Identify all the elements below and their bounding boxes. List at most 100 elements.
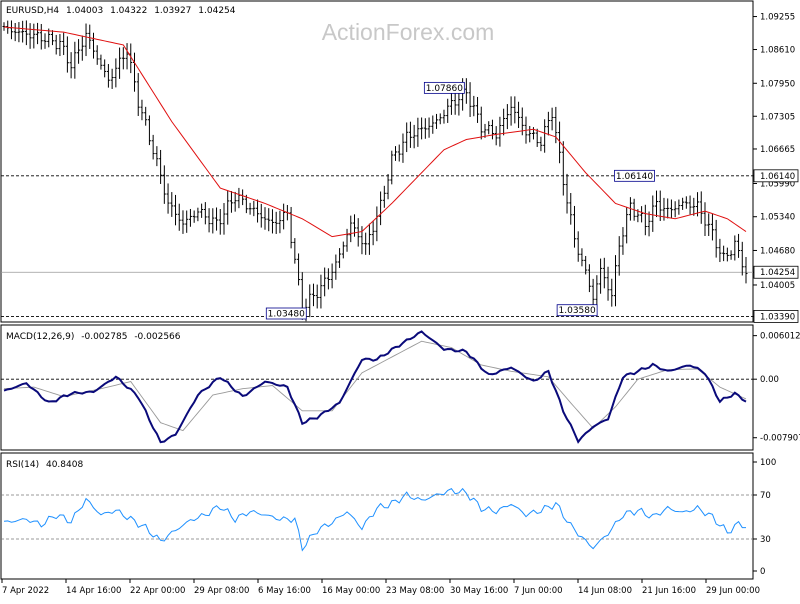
price-bar	[147, 115, 151, 146]
macd-header: MACD(12,26,9) -0.002785 -0.002566	[6, 332, 181, 342]
annotation-label-0: 1.07860	[426, 84, 463, 94]
watermark: ActionForex.com	[322, 19, 495, 45]
price-bar	[703, 202, 707, 236]
price-tick-6: 1.05340	[760, 213, 795, 223]
price-bar	[405, 122, 409, 153]
price-bar	[140, 99, 144, 121]
price-bar	[28, 23, 32, 49]
price-bar	[423, 118, 427, 139]
x-label-2: 22 Apr 00:00	[130, 586, 185, 596]
price-bar	[13, 23, 17, 42]
price-bar	[595, 275, 599, 309]
price-bar	[330, 263, 334, 289]
price-bar	[494, 126, 498, 146]
price-bar	[666, 198, 670, 219]
price-bar	[591, 278, 595, 307]
price-bar	[259, 203, 263, 228]
price-bar	[106, 64, 110, 88]
price-bar	[655, 190, 659, 218]
rsi-panel-frame	[0, 452, 754, 580]
price-tick-4: 1.06665	[760, 145, 795, 155]
price-bar	[725, 247, 729, 262]
price-bar	[121, 47, 125, 70]
price-bar	[699, 191, 703, 224]
price-bar	[103, 59, 107, 78]
price-bar	[587, 264, 591, 293]
price-bar	[188, 208, 192, 227]
rsi-value: 40.8408	[46, 460, 83, 470]
price-bar	[367, 223, 371, 255]
rsi-tick-2: 30	[760, 535, 771, 545]
x-label-7: 30 May 16:00	[450, 586, 508, 596]
price-tick-0: 1.09255	[760, 13, 795, 23]
price-bar	[692, 197, 696, 216]
annotation-label-2: 1.06140	[616, 172, 653, 182]
x-label-5: 16 May 00:00	[322, 586, 380, 596]
price-bar	[517, 101, 521, 129]
price-bar	[718, 238, 722, 263]
price-bar	[490, 119, 494, 140]
rsi-line	[3, 487, 747, 552]
price-bar	[65, 36, 69, 73]
price-bar	[338, 248, 342, 268]
price-tick-1: 1.08610	[760, 46, 795, 56]
price-bar	[696, 192, 700, 217]
annotation-box-1	[265, 307, 307, 320]
price-bar	[360, 226, 364, 255]
price-bar	[431, 115, 435, 134]
macd-signal-line	[3, 340, 747, 432]
price-bar	[244, 194, 248, 214]
price-bar	[572, 205, 576, 248]
price-bar	[69, 52, 73, 79]
price-bar	[483, 123, 487, 138]
price-bar	[222, 203, 226, 235]
price-bar	[476, 96, 480, 123]
price-bar	[569, 193, 573, 225]
macd-tick-1: 0.00	[760, 375, 779, 385]
price-bar	[420, 117, 424, 140]
price-bar	[539, 136, 543, 152]
price-bar	[341, 241, 345, 259]
x-label-3: 29 Apr 08:00	[194, 586, 249, 596]
price-bar	[442, 109, 446, 124]
price-tick-5: 1.05990	[760, 179, 795, 189]
price-header: EURUSD,H4 1.04003 1.04322 1.03927 1.0425…	[6, 6, 236, 16]
price-bar	[32, 23, 36, 49]
price-bar	[24, 20, 28, 46]
price-bar	[379, 191, 383, 226]
price-bar	[308, 284, 312, 318]
macd-panel-frame	[0, 324, 754, 451]
price-bar	[181, 210, 185, 234]
x-label-8: 7 Jun 00:00	[514, 586, 563, 596]
price-bar	[688, 195, 692, 215]
price-bar	[278, 210, 282, 234]
price-bar	[643, 204, 647, 236]
price-bar	[323, 267, 327, 297]
price-bar	[289, 206, 293, 249]
moving-average-line	[3, 26, 747, 238]
price-bar	[84, 23, 88, 57]
macd-name: MACD(12,26,9)	[6, 332, 74, 342]
price-bar	[565, 173, 569, 214]
price-bar	[401, 133, 405, 163]
price-bar	[449, 91, 453, 115]
price-bar	[546, 111, 550, 136]
price-bar	[558, 121, 562, 164]
price-bar	[162, 165, 166, 204]
price-bar	[36, 22, 40, 45]
price-bar	[464, 78, 468, 104]
price-bar	[136, 73, 140, 116]
price-tick-8: 1.04005	[760, 281, 795, 291]
price-level-label-0: 1.06140	[760, 172, 795, 182]
price-bar	[77, 39, 81, 64]
price-bar	[58, 34, 62, 57]
price-bar	[561, 141, 565, 196]
price-bar	[408, 121, 412, 148]
symbol-label: EURUSD,H4	[6, 6, 59, 16]
price-bar	[39, 23, 43, 50]
price-bar	[177, 203, 181, 231]
price-bar	[345, 228, 349, 252]
annotation-label-3: 1.03580	[559, 306, 596, 316]
price-bar	[479, 106, 483, 140]
price-bar	[297, 253, 301, 286]
